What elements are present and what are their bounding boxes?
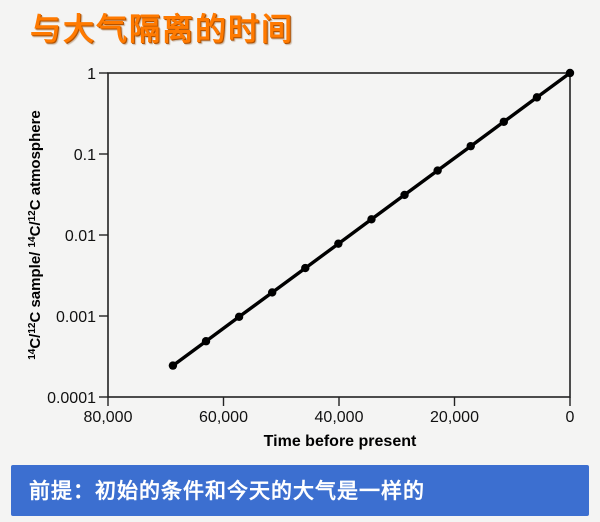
series-layer <box>168 68 575 370</box>
x-tick-label: 0 <box>566 409 575 426</box>
footer-banner: 前提：初始的条件和今天的大气是一样的 <box>11 465 589 516</box>
slide-title: 与大气隔离的时间 <box>30 12 294 48</box>
data-point <box>532 93 542 102</box>
x-tick-label: 40,000 <box>315 409 364 426</box>
data-point <box>334 239 343 248</box>
data-point <box>565 68 575 78</box>
y-tick-label: 0.1 <box>74 147 96 164</box>
x-axis: 80,000 60,000 40,000 20,000 0 <box>84 397 575 426</box>
data-point <box>267 288 277 297</box>
x-tick-label: 80,000 <box>84 409 133 426</box>
data-point <box>400 190 409 200</box>
y-axis-label: 14C/12C sample/ 14C/12C atmosphere <box>27 110 44 360</box>
y-tick-label: 1 <box>87 66 96 83</box>
y-tick-label: 0.001 <box>56 309 96 326</box>
data-point <box>201 337 211 346</box>
footer-text: 前提：初始的条件和今天的大气是一样的 <box>29 479 425 503</box>
data-point <box>367 215 376 224</box>
chart: 80,000 60,000 40,000 20,000 0 1 0.1 0.01 0.001 0… <box>27 66 575 450</box>
y-tick-label: 0.01 <box>65 228 96 245</box>
x-axis-label: Time before present <box>264 433 417 450</box>
data-point <box>466 141 475 151</box>
data-point <box>499 117 509 126</box>
data-point <box>234 312 244 322</box>
data-point <box>301 263 310 273</box>
y-axis: 1 0.1 0.01 0.001 0.0001 <box>47 66 108 407</box>
data-point <box>433 166 442 175</box>
y-tick-label: 0.0001 <box>47 390 96 407</box>
x-tick-label: 20,000 <box>430 409 479 426</box>
data-point <box>168 361 178 370</box>
x-tick-label: 60,000 <box>199 409 248 426</box>
